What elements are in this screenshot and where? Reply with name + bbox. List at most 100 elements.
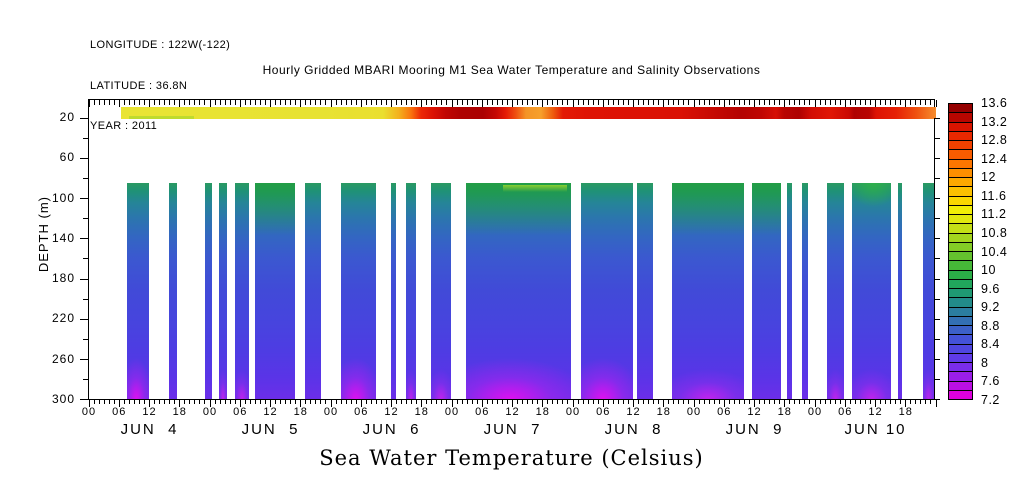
x-tick-top: [522, 100, 524, 105]
y-tick-left: [83, 339, 89, 341]
column-shade-overlay: [502, 185, 567, 192]
x-tick-bottom: [728, 399, 730, 404]
x-tick-top: [617, 100, 619, 105]
colorbar-cell: [949, 131, 972, 141]
x-day-label: JUN 6: [362, 421, 421, 438]
colorbar-cell: [949, 390, 972, 399]
metadata-header: LONGITUDE : 122W(-122) LATITUDE : 36.8N …: [90, 12, 230, 161]
y-depth-label: 300: [51, 391, 75, 406]
x-tick-top: [799, 100, 801, 105]
x-tick-top: [547, 100, 549, 105]
colorbar-label: 11.6: [981, 188, 1007, 203]
colorbar-label: 8.8: [981, 318, 1000, 333]
y-tick-right: [934, 157, 940, 159]
x-tick-top: [542, 100, 544, 107]
x-tick-top: [915, 100, 917, 105]
x-tick-bottom: [839, 399, 841, 404]
x-tick-bottom: [663, 399, 665, 407]
x-tick-top: [229, 100, 231, 105]
x-tick-top: [557, 100, 559, 105]
y-tick-right: [934, 238, 940, 240]
x-tick-top: [814, 100, 816, 107]
column-shade-overlay: [127, 357, 149, 399]
x-tick-bottom: [118, 399, 120, 407]
x-tick-top: [224, 100, 226, 105]
x-tick-bottom: [285, 399, 287, 404]
x-tick-top: [794, 100, 796, 105]
column-shade-overlay: [219, 368, 227, 399]
x-tick-top: [698, 100, 700, 105]
x-hour-label: 12: [505, 406, 520, 418]
colorbar-cell: [949, 104, 972, 114]
x-tick-top: [270, 100, 271, 107]
x-tick-top: [506, 100, 508, 105]
x-tick-top: [784, 100, 786, 107]
data-column: [637, 183, 653, 399]
x-tick-top: [179, 100, 181, 107]
colorbar: [948, 103, 973, 400]
x-tick-bottom: [733, 399, 735, 404]
x-tick-top: [310, 100, 312, 105]
data-column: [305, 183, 321, 399]
x-tick-bottom: [128, 399, 130, 404]
x-tick-bottom: [234, 399, 236, 404]
heatmap-plot-area: 00 06 12 18 00 06 12 18 00 06 12 18 00 06 12 18 00 06 12 18…: [52, 99, 940, 438]
colorbar-cell: [949, 289, 972, 299]
colorbar-cell: [949, 279, 972, 289]
x-tick-bottom: [385, 399, 387, 404]
year-text: YEAR : 2011: [90, 120, 158, 132]
x-tick-bottom: [300, 399, 302, 407]
x-tick-top: [385, 100, 387, 105]
x-tick-bottom: [219, 399, 221, 404]
x-tick-bottom: [174, 399, 176, 404]
x-tick-bottom: [270, 399, 271, 407]
x-tick-bottom: [496, 399, 498, 404]
x-tick-top: [481, 100, 483, 107]
x-tick-bottom: [340, 399, 342, 404]
x-tick-bottom: [759, 399, 761, 404]
x-tick-bottom: [592, 399, 594, 404]
x-tick-top: [748, 100, 750, 105]
x-tick-bottom: [421, 399, 423, 407]
x-tick-bottom: [869, 399, 871, 404]
x-tick-bottom: [194, 399, 196, 404]
x-tick-top: [859, 100, 861, 105]
x-tick-top: [123, 100, 125, 105]
x-tick-top: [164, 100, 166, 105]
x-tick-bottom: [693, 399, 695, 407]
y-tick-right: [934, 379, 940, 381]
x-tick-bottom: [885, 399, 887, 404]
x-tick-top: [461, 100, 463, 105]
x-tick-bottom: [401, 399, 403, 404]
x-tick-top: [713, 100, 715, 105]
x-tick-bottom: [320, 399, 322, 404]
x-tick-top: [648, 100, 650, 105]
x-tick-top: [612, 100, 614, 105]
x-tick-bottom: [517, 399, 519, 404]
x-hour-label: 12: [263, 406, 278, 418]
y-tick-right: [934, 177, 940, 179]
x-hour-label: 06: [838, 406, 853, 418]
x-tick-top: [501, 100, 503, 105]
x-tick-top: [209, 100, 211, 107]
x-tick-top: [779, 100, 781, 105]
x-tick-bottom: [143, 399, 145, 404]
x-tick-top: [532, 100, 534, 105]
x-tick-bottom: [612, 399, 614, 404]
x-tick-bottom: [305, 399, 307, 404]
x-tick-top: [602, 100, 604, 107]
colorbar-cell: [949, 252, 972, 262]
column-shade-overlay: [672, 368, 744, 399]
x-tick-bottom: [406, 399, 408, 404]
x-tick-bottom: [849, 399, 851, 404]
x-tick-bottom: [814, 399, 816, 407]
x-tick-top: [128, 100, 130, 105]
x-tick-bottom: [552, 399, 554, 404]
x-tick-top: [375, 100, 377, 105]
y-tick-left: [80, 198, 89, 200]
x-tick-bottom: [562, 399, 564, 404]
x-day-label: JUN 7: [483, 421, 542, 438]
x-tick-bottom: [633, 399, 634, 407]
y-tick-left: [83, 298, 89, 300]
